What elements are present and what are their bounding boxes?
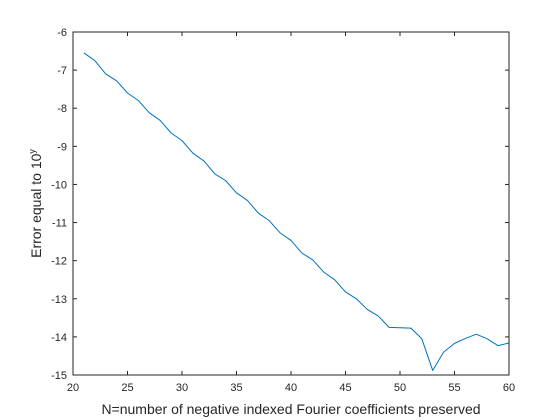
x-tick-label: 55 — [448, 382, 460, 394]
x-tick-label: 50 — [394, 382, 406, 394]
y-tick-label: -14 — [51, 332, 67, 344]
x-tick-label: 30 — [176, 382, 188, 394]
y-axis-ticks: -15 -14 -13 -12 -11 -10 -9 -8 -7 -6 — [51, 27, 509, 382]
y-tick-label: -12 — [51, 256, 67, 268]
y-tick-label: -11 — [52, 218, 67, 230]
y-tick-label: -7 — [57, 65, 67, 77]
x-tick-label: 25 — [121, 382, 133, 394]
y-tick-label: -6 — [57, 27, 67, 39]
y-tick-label: -15 — [51, 370, 67, 382]
y-tick-label: -13 — [51, 294, 67, 306]
x-tick-label: 20 — [67, 382, 79, 394]
y-tick-label: -10 — [51, 179, 67, 191]
series-layer — [83, 52, 510, 371]
y-axis-label-base: Error equal to 10 — [28, 153, 44, 257]
x-tick-label: 45 — [339, 382, 351, 394]
x-tick-label: 60 — [503, 382, 515, 394]
x-axis-ticks: 20 25 30 35 40 45 50 55 60 — [67, 32, 515, 394]
y-tick-label: -8 — [57, 103, 67, 115]
x-tick-label: 40 — [285, 382, 297, 394]
x-tick-label: 35 — [230, 382, 242, 394]
y-axis-label-exponent: y — [27, 149, 37, 154]
plot-area-background — [73, 32, 509, 375]
x-axis-label: N=number of negative indexed Fourier coe… — [101, 401, 480, 417]
y-axis-label: Error equal to 10y — [27, 149, 44, 258]
y-tick-label: -9 — [57, 141, 67, 153]
series-line — [83, 52, 510, 371]
